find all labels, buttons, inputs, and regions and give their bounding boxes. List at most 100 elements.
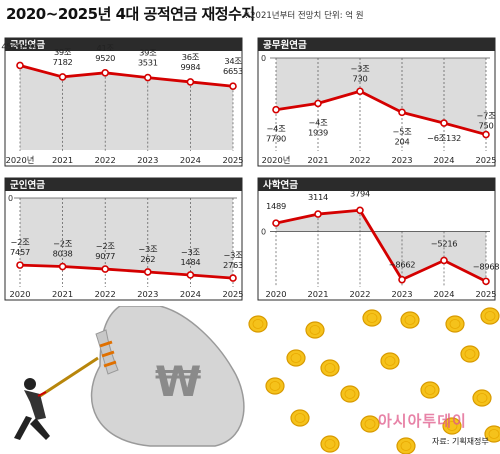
coin [396,437,416,454]
data-label: 3794 [350,188,370,198]
data-point [440,119,448,127]
watermark-logo: 아시아투데이 [378,412,467,430]
person-pulling-icon [14,378,50,440]
coin-rim [324,363,336,373]
x-tick-label: 2021 [52,155,73,165]
data-point [482,130,490,139]
coin-rim [464,349,476,359]
coin-rim [344,389,356,399]
x-tick-label: 2023 [391,289,412,299]
rope-icon [39,356,99,398]
x-tick-label: 2020 [9,289,30,299]
data-label: −8968 [473,261,500,271]
data-point [186,271,195,279]
series-line [19,263,234,280]
x-tick-label: 2025 [475,155,496,165]
x-tick-label: 2021 [307,289,328,299]
coin-rim [290,353,302,363]
data-label: −2조 8038 [53,239,73,259]
data-point [144,268,152,276]
chart-title: 군인연금 [10,180,45,191]
svg-text:₩: ₩ [155,357,201,406]
data-label: 41조 9520 [95,43,115,63]
x-tick-label: 2020년 [6,155,35,165]
coin-rim [384,356,396,366]
coin-rim [424,385,436,395]
coin-rim [404,315,416,325]
data-label: −2조 7457 [10,237,30,257]
coin-rim [269,381,281,391]
chart-title: 사학연금 [263,179,298,191]
coin [305,321,325,339]
chart-panel-3: 사학연금 0 1489 2020 3114 2021 3794 2022 −8662 2023 −5… [257,177,500,301]
coin-rim [309,325,321,335]
coin [320,435,340,453]
data-point [398,108,406,117]
data-label: −6조132 [427,133,461,143]
panel-header [5,178,242,191]
data-point [58,73,67,81]
x-tick-label: 2022 [349,289,370,299]
data-point [398,275,406,284]
area-fill [20,198,233,279]
coin [400,311,420,329]
x-tick-label: 2022 [349,155,370,165]
panel-header [5,38,242,51]
coin-rim [294,413,306,423]
data-point [482,277,490,286]
data-label: 1489 [266,201,286,211]
coin-rim [446,421,458,431]
series-line [275,89,487,136]
data-label: −5216 [431,238,458,248]
coin [290,409,310,427]
data-point [229,274,237,282]
coin [360,415,380,433]
series-line [275,208,487,283]
data-label: 34조 6653 [223,56,243,76]
data-label: −3조 730 [351,63,371,83]
page-title: 2020~2025년 4대 공적연금 재정수지 [6,5,255,23]
coin [480,307,500,325]
data-point [314,210,322,218]
coin-rim [366,313,378,323]
data-label: 45조9395 [1,41,38,51]
data-point [58,262,67,271]
coin-rim [488,429,500,439]
data-label: 39조 7182 [53,47,73,67]
coin [472,389,492,407]
unit-note: ※2021년부터 전망치 단위: 억 원 [243,11,364,21]
coin-rim [484,311,496,321]
x-tick-label: 2022 [95,155,116,165]
data-point [440,256,448,265]
chart-title: 공무원연금 [263,39,307,51]
coin [362,309,382,327]
data-label: −2조 9077 [95,241,115,261]
x-tick-label: 2020 [265,289,286,299]
x-tick-label: 2025 [222,289,243,299]
data-point [272,105,280,114]
zero-tick-label: 0 [8,194,13,203]
coin-rim [324,439,336,449]
x-tick-label: 2021 [52,289,73,299]
coin-rim [364,419,376,429]
data-label: 3114 [308,192,328,202]
data-label: −4조 1939 [308,117,328,137]
data-label: 36조 9984 [180,52,200,72]
chart-panel-2: 군인연금 0 −2조 7457 2020 −2조 8038 2021 −2조 9077 2022 −3… [4,177,244,301]
coin [265,377,285,395]
coin [380,352,400,370]
data-point [356,87,364,96]
coin [420,381,440,399]
coin [248,315,268,333]
zero-tick-label: 0 [261,54,266,63]
data-point [144,73,152,82]
data-point [101,69,109,77]
x-tick-label: 2025 [222,155,243,165]
data-label: −5조 204 [393,126,413,146]
x-tick-label: 2024 [180,289,201,299]
source-credit: 자료: 기획재정부 [432,437,489,446]
x-tick-label: 2020년 [262,155,291,165]
data-point [101,265,109,273]
